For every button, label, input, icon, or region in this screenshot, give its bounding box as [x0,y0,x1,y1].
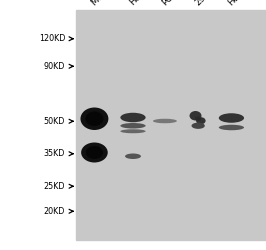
Ellipse shape [153,119,177,123]
Ellipse shape [196,117,206,124]
Ellipse shape [219,113,244,123]
Text: HepG2: HepG2 [128,0,155,8]
Text: PC-3: PC-3 [160,0,180,8]
Ellipse shape [86,146,103,159]
Ellipse shape [195,116,201,121]
Ellipse shape [189,111,202,120]
Text: 293: 293 [193,0,211,8]
Ellipse shape [81,142,108,163]
Ellipse shape [219,125,244,130]
Text: MCF-7: MCF-7 [89,0,115,8]
Ellipse shape [85,112,103,126]
Text: 35KD: 35KD [44,149,65,158]
Ellipse shape [120,123,146,128]
Text: 25KD: 25KD [44,182,65,191]
Text: Hela: Hela [226,0,247,8]
Text: 90KD: 90KD [44,62,65,71]
Bar [76,10,266,240]
Ellipse shape [120,129,146,133]
Text: 120KD: 120KD [39,34,65,43]
Text: 50KD: 50KD [44,117,65,126]
Text: 20KD: 20KD [44,207,65,216]
Ellipse shape [80,108,109,130]
Ellipse shape [192,122,205,129]
Ellipse shape [125,154,141,159]
Ellipse shape [120,113,146,122]
